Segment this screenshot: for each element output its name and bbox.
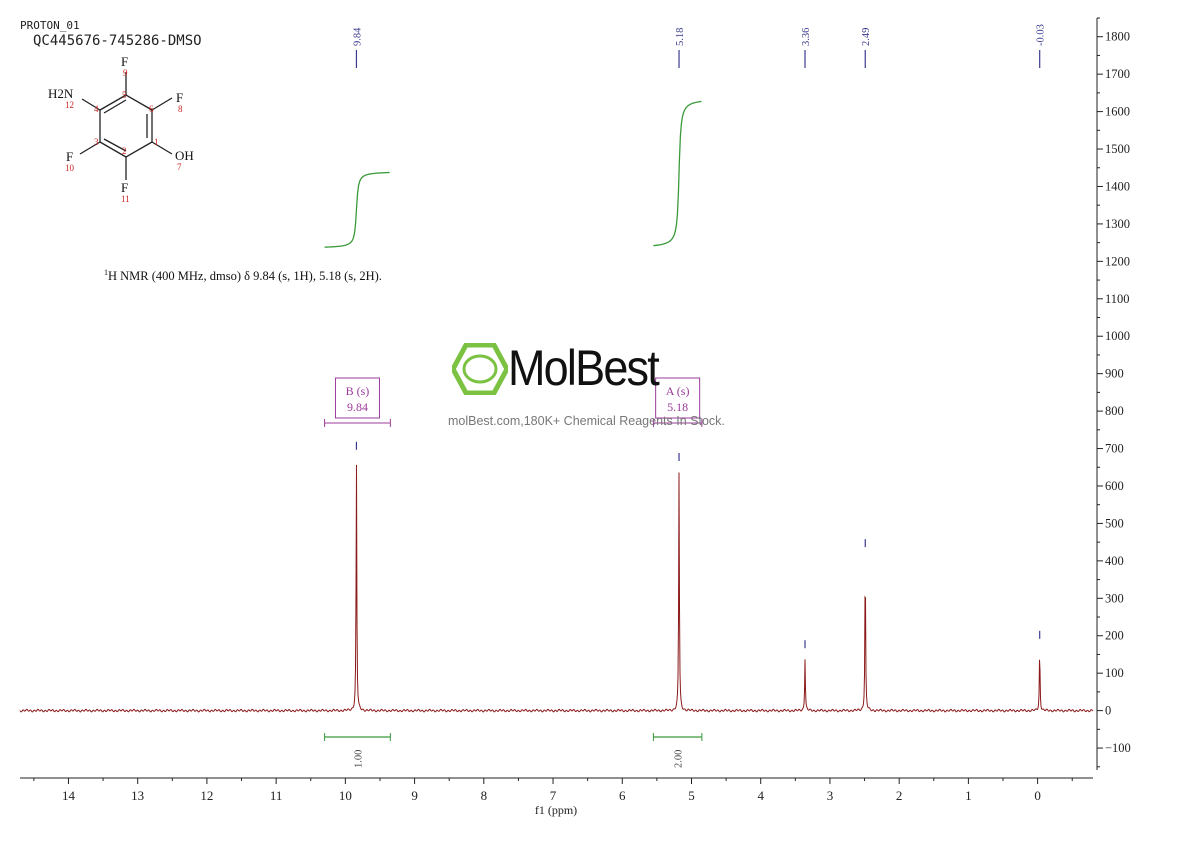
atom-F9: F xyxy=(121,54,128,69)
spectrum-line xyxy=(19,464,1094,713)
multiplet-label: A (s) xyxy=(666,384,690,398)
sample-id: QC445676-745286-DMSO xyxy=(33,33,202,49)
x-tick-label: 3 xyxy=(827,788,834,803)
integral-curve xyxy=(653,100,702,247)
multiplet-box xyxy=(655,377,701,419)
ring-num-6: 6 xyxy=(149,104,154,114)
y-tick-label: 1200 xyxy=(1105,254,1130,268)
y-tick-label: 1400 xyxy=(1105,179,1130,193)
multiplet-box xyxy=(334,377,380,419)
watermark-tagline: molBest.com,180K+ Chemical Reagents In S… xyxy=(448,414,725,428)
y-tick-label: 1100 xyxy=(1105,292,1130,306)
y-tick-label: 1800 xyxy=(1105,30,1130,44)
x-tick-label: 11 xyxy=(270,788,283,803)
y-tick-label: 1000 xyxy=(1105,329,1130,343)
atom-num-11: 11 xyxy=(121,194,130,204)
peak-label: 9.84 xyxy=(352,27,363,46)
multiplet-shift: 9.84 xyxy=(347,400,368,414)
integral-value: 2.00 xyxy=(674,750,685,768)
peak-label: 2.49 xyxy=(861,28,872,46)
integral-value: 1.00 xyxy=(353,750,364,768)
x-tick-label: 6 xyxy=(619,788,626,803)
x-tick-label: 4 xyxy=(757,788,764,803)
peak-label: -0.03 xyxy=(1036,24,1047,46)
integral-curve xyxy=(324,171,390,248)
multiplet-shift: 5.18 xyxy=(667,400,688,414)
ring-num-4: 4 xyxy=(94,104,99,114)
x-tick-label: 5 xyxy=(688,788,695,803)
x-tick-label: 10 xyxy=(339,788,352,803)
ring-bonds xyxy=(79,72,173,180)
y-tick-label: 0 xyxy=(1105,704,1111,718)
atom-num-8: 8 xyxy=(178,104,183,114)
atom-F10: F xyxy=(66,149,73,164)
ring-num-3: 3 xyxy=(94,137,99,147)
ring-num-2: 2 xyxy=(122,146,127,156)
x-tick-label: 1 xyxy=(965,788,972,803)
x-tick-label: 9 xyxy=(411,788,418,803)
peak-label: 3.36 xyxy=(801,28,812,46)
y-tick-label: 800 xyxy=(1105,404,1124,418)
atom-F11: F xyxy=(121,180,128,195)
atom-num-12: 12 xyxy=(65,100,74,110)
experiment-name: PROTON_01 xyxy=(20,19,80,32)
atom-F8: F xyxy=(176,90,183,105)
y-tick-label: 600 xyxy=(1105,479,1124,493)
x-tick-label: 7 xyxy=(550,788,557,803)
y-tick-label: 400 xyxy=(1105,554,1124,568)
x-tick-label: 2 xyxy=(896,788,903,803)
y-tick-label: 500 xyxy=(1105,516,1124,530)
x-tick-label: 8 xyxy=(481,788,488,803)
atom-num-10: 10 xyxy=(65,163,75,173)
peak-label: 5.18 xyxy=(675,28,686,46)
ring-num-5: 5 xyxy=(122,90,127,100)
y-tick-label: 200 xyxy=(1105,629,1124,643)
nmr-text: H NMR (400 MHz, dmso) δ 9.84 (s, 1H), 5.… xyxy=(108,269,382,284)
nmr-description: 1H NMR (400 MHz, dmso) δ 9.84 (s, 1H), 5… xyxy=(104,268,382,284)
benzene-ring-icon xyxy=(452,343,508,395)
y-tick-label: 700 xyxy=(1105,442,1124,456)
y-tick-label: 300 xyxy=(1105,591,1124,605)
x-tick-label: 0 xyxy=(1034,788,1041,803)
y-tick-label: 1600 xyxy=(1105,105,1130,119)
atom-NH2: H2N xyxy=(48,86,74,101)
nmr-isotope: 1 xyxy=(104,268,108,277)
atom-num-7: 7 xyxy=(177,162,182,172)
y-tick-label: 900 xyxy=(1105,367,1124,381)
y-tick-label: −100 xyxy=(1105,741,1131,755)
x-tick-label: 12 xyxy=(200,788,213,803)
x-tick-label: 13 xyxy=(131,788,144,803)
x-axis-label: f1 (ppm) xyxy=(535,803,577,817)
ring-num-1: 1 xyxy=(154,137,159,147)
y-tick-label: 1700 xyxy=(1105,67,1130,81)
atom-OH: OH xyxy=(175,148,194,163)
y-tick-label: 100 xyxy=(1105,666,1124,680)
multiplet-label: B (s) xyxy=(346,384,370,398)
atom-num-9: 9 xyxy=(123,68,128,78)
watermark-brand: MolBest xyxy=(508,340,660,396)
molecule-structure: F F H2N OH F F 9 8 12 7 10 11 1 2 3 4 5 … xyxy=(48,54,194,204)
y-tick-label: 1300 xyxy=(1105,217,1130,231)
x-tick-label: 14 xyxy=(62,788,76,803)
y-tick-label: 1500 xyxy=(1105,142,1130,156)
